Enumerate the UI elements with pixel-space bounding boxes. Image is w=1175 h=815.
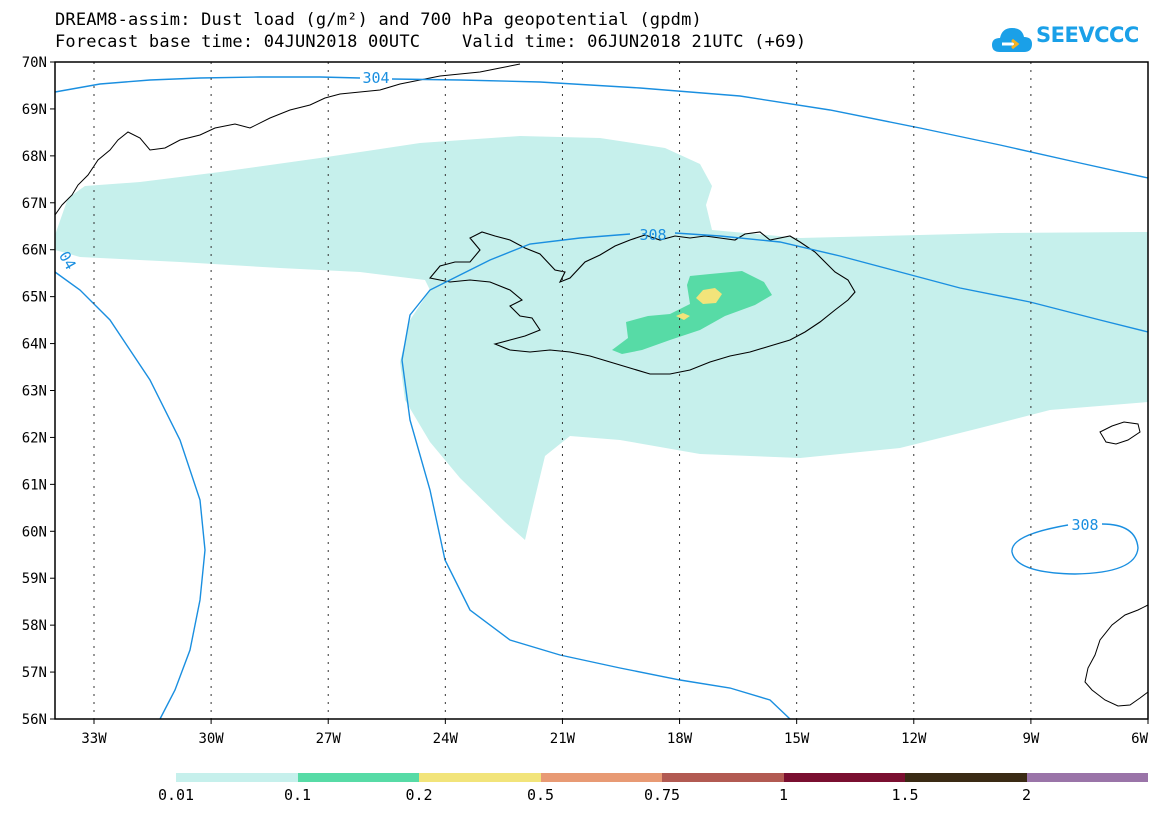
contour-label-308: 308 — [639, 226, 666, 244]
cloud-icon — [992, 28, 1032, 52]
legend-label-0.2: 0.2 — [405, 786, 433, 804]
lon-label-30W: 30W — [198, 731, 224, 747]
lat-label-56N: 56N — [22, 712, 47, 728]
longitude-gridlines — [93, 62, 1032, 719]
legend-label-0.5: 0.5 — [526, 786, 555, 804]
contour-label-304: 304 — [362, 69, 389, 87]
lon-label-15W: 15W — [784, 731, 810, 747]
contour-label-308-ellipse: 308 — [1071, 516, 1098, 534]
lon-label-12W: 12W — [901, 731, 927, 747]
lat-label-61N: 61N — [22, 477, 47, 493]
contour-308-ellipse — [1011, 523, 1139, 575]
legend-swatch — [176, 773, 298, 782]
legend-colorbar — [176, 773, 1148, 782]
seevccc-logo: SEEVCCC — [990, 18, 1140, 58]
legend-label-0.01: 0.01 — [157, 786, 195, 804]
lon-label-18W: 18W — [667, 731, 693, 747]
legend-swatch — [419, 773, 541, 782]
chart-subtitle: Forecast base time: 04JUN2018 00UTC Vali… — [55, 32, 807, 52]
lon-label-21W: 21W — [550, 731, 576, 747]
lat-label-68N: 68N — [22, 149, 47, 165]
legend-label-0.1: 0.1 — [283, 786, 312, 804]
lat-label-57N: 57N — [22, 665, 47, 681]
lat-label-60N: 60N — [22, 524, 47, 540]
lon-label-24W: 24W — [433, 731, 459, 747]
plot-area: 304 308 04 308 70N69N68N67N66N65N64N63N6… — [22, 55, 1149, 747]
lat-label-64N: 64N — [22, 337, 47, 353]
lat-label-63N: 63N — [22, 384, 47, 400]
lon-label-6W: 6W — [1131, 731, 1148, 747]
dust-region-0.2 — [696, 288, 722, 304]
legend-label-1: 1 — [778, 786, 789, 804]
legend-swatch — [662, 773, 784, 782]
latitude-axis: 70N 69N 68N 67N 66N 65N 64N 63N 62N 61N 60N 59N 58N 5… — [22, 55, 55, 728]
lat-label-70N: 70N — [22, 55, 47, 71]
legend-label-0.75: 0.75 — [643, 786, 681, 804]
legend-swatch — [905, 773, 1027, 782]
legend-swatch — [1026, 773, 1148, 782]
lat-label-65N: 65N — [22, 290, 47, 306]
contour-304-north — [54, 76, 1149, 179]
dust-region-0.2-small — [676, 313, 690, 320]
legend-swatch — [297, 773, 419, 782]
longitude-axis: 33W 30W 27W 24W 21W 18W 15W 12W 9W 6W — [81, 719, 1149, 747]
lat-label-66N: 66N — [22, 243, 47, 259]
legend-swatch — [783, 773, 905, 782]
chart-title: DREAM8-assim: Dust load (g/m²) and 700 h… — [55, 10, 702, 30]
lat-label-69N: 69N — [22, 102, 47, 118]
legend-label-1.5: 1.5 — [891, 786, 919, 804]
faroe-coastline — [1099, 421, 1141, 445]
lat-label-59N: 59N — [22, 571, 47, 587]
legend-label-2: 2 — [1021, 786, 1032, 804]
lon-label-9W: 9W — [1022, 731, 1039, 747]
dust-region-0.1 — [612, 271, 772, 354]
lon-label-33W: 33W — [81, 731, 107, 747]
logo-text: SEEVCCC — [1036, 23, 1139, 47]
lon-label-27W: 27W — [316, 731, 342, 747]
lat-label-62N: 62N — [22, 430, 47, 446]
dust-region-0.01 — [55, 136, 1148, 540]
scotland-coastline — [1084, 604, 1149, 707]
lat-label-58N: 58N — [22, 618, 47, 634]
legend-swatch — [540, 773, 662, 782]
lat-label-67N: 67N — [22, 196, 47, 212]
